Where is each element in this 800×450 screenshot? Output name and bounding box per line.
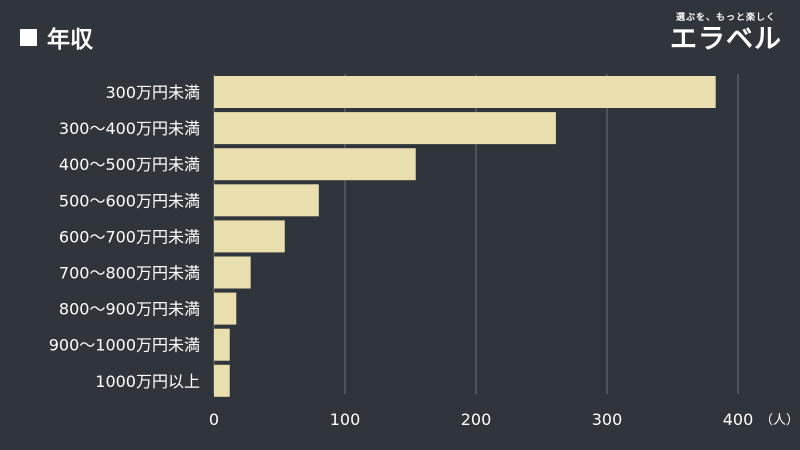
brand-logo: 選ぶを、もっと楽しく エラベル [666,10,786,55]
category-label-2: 400〜500万円未満 [59,155,200,174]
category-label-7: 900〜1000万円未満 [49,336,200,355]
bar-8 [214,364,230,397]
category-label-8: 1000万円以上 [95,372,200,391]
chart-title: 年収 [20,20,93,54]
bar-3 [214,184,319,217]
category-label-1: 300〜400万円未満 [59,119,200,138]
bar-6 [214,292,237,325]
logo-tagline: 選ぶを、もっと楽しく [675,13,776,23]
category-label-0: 300万円未満 [105,83,200,102]
title-square-icon [20,28,37,46]
bar-1 [214,112,556,145]
bar-7 [214,328,230,361]
x-tick-label-0: 0 [209,410,219,429]
x-tick-label-300: 300 [592,410,623,429]
bar-0 [214,76,716,108]
x-tick-label-400: 400 [723,410,754,429]
bar-4 [214,220,285,253]
chart-title-text: 年収 [47,27,93,53]
x-tick-label-100: 100 [330,410,361,429]
category-label-5: 700〜800万円未満 [59,264,200,283]
category-label-3: 500〜600万円未満 [59,191,200,210]
x-unit-label: （人） [760,413,799,428]
x-tick-label-200: 200 [461,410,492,429]
logo-name: エラベル [670,24,782,55]
category-label-6: 800〜900万円未満 [59,300,200,319]
bar-5 [214,256,251,289]
bar-2 [214,148,416,181]
category-label-4: 600〜700万円未満 [59,227,200,246]
